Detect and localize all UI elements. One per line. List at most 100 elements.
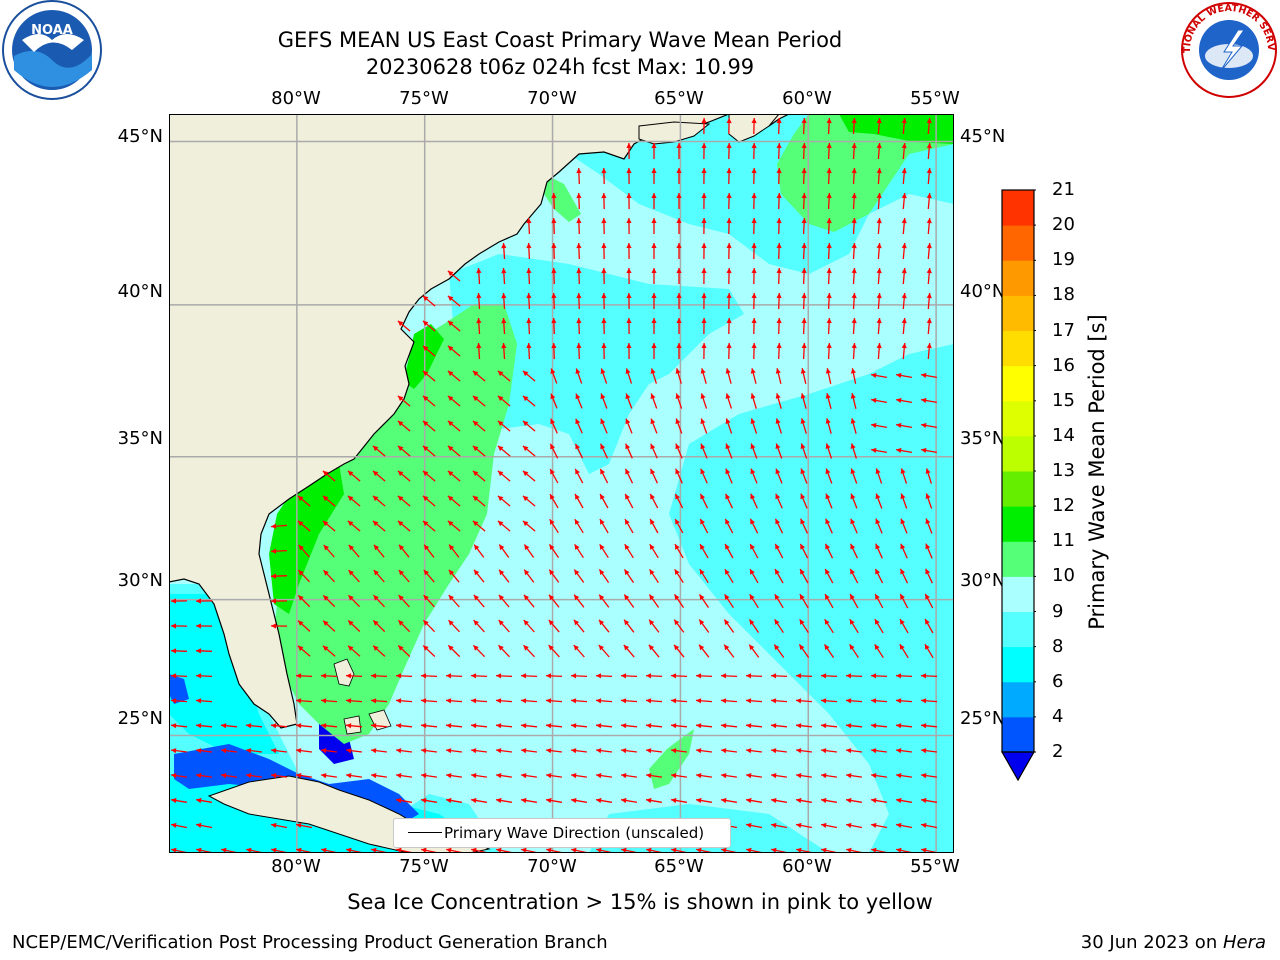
wave-arrow bbox=[746, 748, 762, 754]
wave-arrow bbox=[826, 342, 832, 360]
wave-arrow bbox=[626, 142, 632, 160]
noaa-logo-text: NOAA bbox=[31, 23, 73, 38]
wave-arrow bbox=[522, 495, 536, 507]
period-9-10-region bbox=[777, 114, 954, 232]
wave-arrow bbox=[699, 518, 709, 534]
wave-arrow bbox=[921, 773, 937, 779]
wave-arrow bbox=[472, 495, 486, 507]
lat-label-right: 30°N bbox=[960, 570, 1006, 591]
wave-arrow bbox=[472, 445, 486, 457]
wave-arrow bbox=[373, 544, 385, 558]
wave-arrow bbox=[170, 623, 188, 629]
colorbar-tick-label: 10 bbox=[1052, 565, 1075, 587]
wave-arrow bbox=[801, 317, 807, 335]
lon-label-bottom: 80°W bbox=[271, 856, 321, 877]
wave-arrow bbox=[295, 822, 313, 829]
wave-arrow bbox=[875, 493, 883, 509]
wave-arrow bbox=[876, 167, 882, 185]
wave-arrow bbox=[750, 368, 757, 384]
wave-arrow bbox=[546, 773, 562, 779]
wave-arrow bbox=[573, 619, 585, 633]
wave-arrow bbox=[396, 748, 412, 754]
wave-arrow bbox=[800, 368, 807, 384]
wave-arrow bbox=[526, 267, 532, 285]
wave-arrow bbox=[372, 619, 386, 633]
wave-arrow bbox=[322, 620, 336, 632]
wave-arrow bbox=[447, 644, 461, 658]
wave-arrow bbox=[626, 292, 632, 310]
wave-arrow bbox=[296, 748, 312, 754]
wave-arrow bbox=[573, 569, 585, 583]
wave-arrow bbox=[876, 217, 882, 235]
wave-arrow bbox=[776, 117, 782, 135]
wave-arrow bbox=[895, 397, 913, 404]
wave-arrow bbox=[645, 797, 663, 804]
wave-arrow bbox=[595, 797, 613, 804]
wave-arrow bbox=[750, 468, 758, 484]
wave-arrow bbox=[576, 292, 582, 310]
wave-arrow bbox=[795, 723, 813, 729]
wave-arrow bbox=[926, 142, 932, 160]
nws-logo: NATIONAL WEATHER SERVICE bbox=[1174, 0, 1280, 100]
wave-arrow bbox=[601, 242, 607, 260]
wave-arrow bbox=[926, 217, 932, 235]
wave-arrow bbox=[850, 543, 858, 559]
wave-arrow bbox=[495, 698, 513, 704]
wave-arrow bbox=[799, 568, 809, 584]
wave-arrow bbox=[771, 748, 787, 754]
wave-arrow bbox=[896, 773, 912, 779]
wave-arrow bbox=[601, 342, 607, 360]
wave-arrow bbox=[551, 242, 557, 260]
wave-arrow bbox=[548, 569, 560, 583]
wave-arrow bbox=[395, 698, 413, 704]
colorbar-segment bbox=[1002, 541, 1034, 577]
wave-arrow bbox=[651, 218, 657, 234]
wave-arrow bbox=[698, 644, 710, 658]
wave-arrow bbox=[620, 797, 638, 804]
wave-arrow bbox=[748, 644, 760, 658]
wave-arrow bbox=[700, 443, 708, 459]
wave-arrow bbox=[720, 723, 738, 729]
wave-arrow bbox=[495, 723, 513, 729]
wave-arrow bbox=[876, 117, 882, 135]
wave-arrow bbox=[520, 797, 538, 804]
wave-arrow bbox=[800, 518, 808, 534]
wave-arrow bbox=[699, 568, 709, 584]
wave-arrow bbox=[750, 493, 758, 509]
wave-arrow bbox=[445, 698, 463, 704]
wave-arrow bbox=[246, 773, 262, 779]
wave-arrow bbox=[749, 518, 759, 534]
wave-arrow bbox=[820, 698, 838, 704]
wave-arrow bbox=[576, 242, 582, 260]
wave-arrow bbox=[322, 645, 336, 657]
wave-arrow bbox=[925, 493, 933, 509]
wave-arrow bbox=[470, 698, 488, 704]
wave-arrow bbox=[851, 167, 857, 185]
wave-arrow bbox=[920, 822, 938, 829]
wave-arrow bbox=[576, 167, 582, 185]
wave-arrow bbox=[398, 594, 410, 608]
footer-date-text: 30 Jun 2023 on bbox=[1080, 932, 1223, 953]
colorbar-tick-label: 15 bbox=[1052, 389, 1075, 411]
wave-arrow bbox=[370, 673, 388, 679]
lon-label-top: 55°W bbox=[910, 88, 960, 109]
wave-arrow bbox=[725, 443, 733, 459]
wave-arrow bbox=[601, 292, 607, 310]
wave-arrow bbox=[670, 673, 688, 679]
wave-arrow bbox=[270, 723, 288, 729]
wave-arrow bbox=[620, 698, 638, 704]
wave-arrow bbox=[446, 773, 462, 779]
wave-arrow bbox=[447, 395, 461, 407]
wave-arrow bbox=[551, 292, 557, 310]
wave-arrow bbox=[795, 673, 813, 679]
wave-arrow bbox=[800, 418, 807, 434]
wave-arrow bbox=[345, 698, 363, 704]
wave-arrow bbox=[675, 468, 683, 484]
wave-arrow bbox=[170, 723, 188, 729]
wave-arrow bbox=[397, 445, 411, 457]
wave-arrow bbox=[825, 518, 833, 534]
wave-arrow bbox=[598, 569, 610, 583]
footer-date: 30 Jun 2023 on Hera bbox=[1081, 932, 1266, 953]
wave-arrow bbox=[825, 468, 833, 484]
colorbar-tick-label: 18 bbox=[1052, 284, 1075, 306]
